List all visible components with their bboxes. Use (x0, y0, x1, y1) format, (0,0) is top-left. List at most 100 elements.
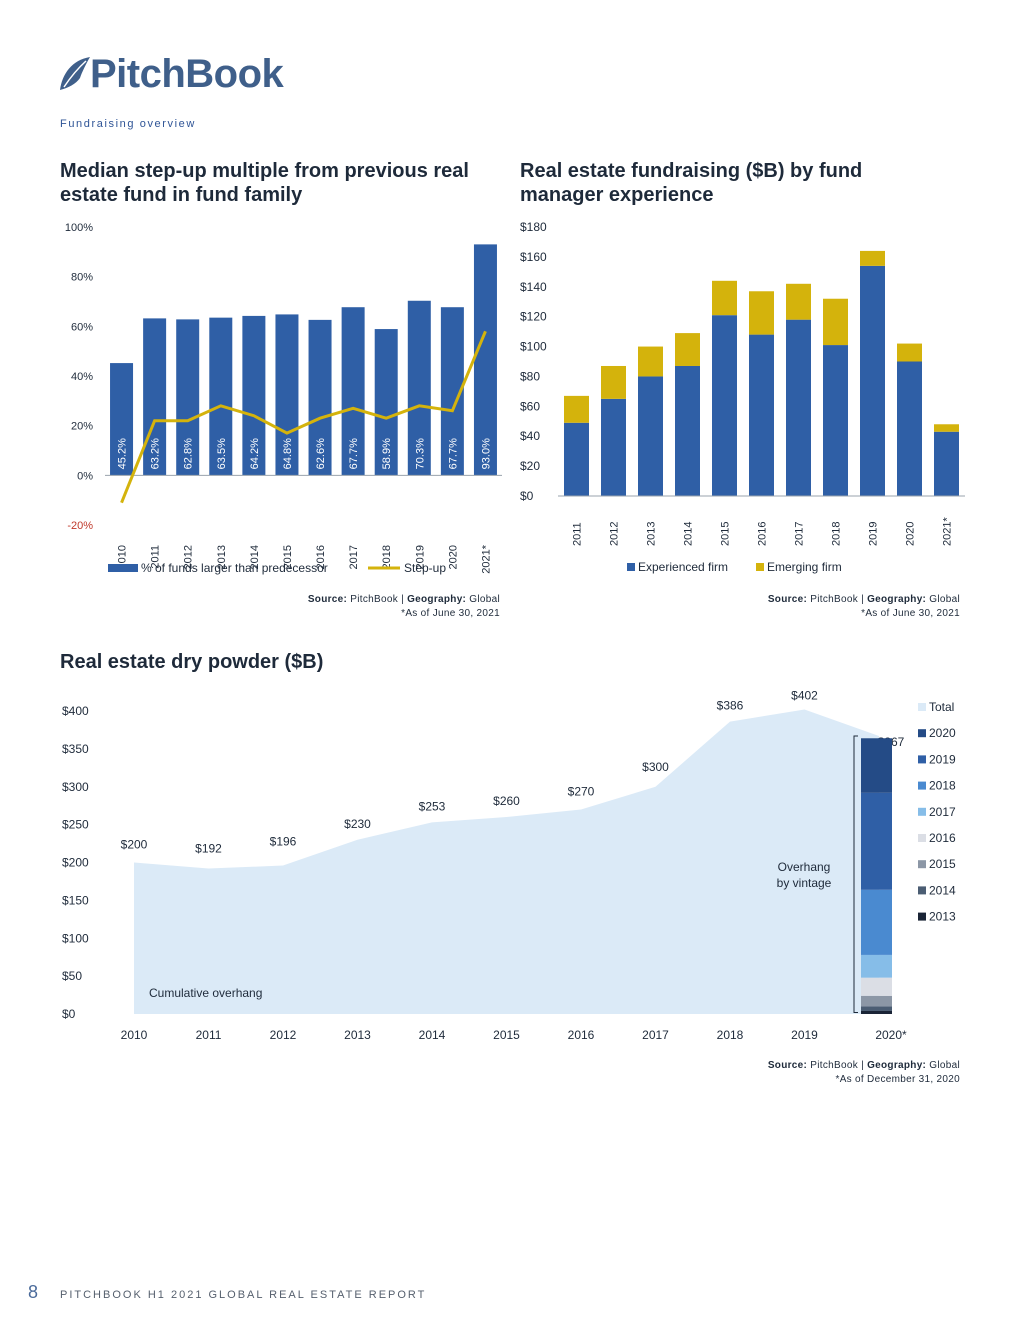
bar-experienced (823, 345, 848, 496)
x-tick-label: 2017 (348, 545, 360, 569)
bar-emerging (675, 333, 700, 366)
x-tick-label: 2015 (493, 1028, 520, 1042)
area-value-label: $230 (344, 817, 371, 831)
x-tick-label: 2020 (905, 522, 917, 546)
bar (275, 314, 299, 476)
y-tick-label: $80 (520, 369, 540, 383)
report-title: PITCHBOOK H1 2021 GLOBAL REAL ESTATE REP… (60, 1289, 427, 1301)
legend-label: Experienced firm (638, 560, 728, 574)
legend-label: % of funds larger than predecessor (141, 561, 328, 575)
overhang-annotation: by vintage (777, 876, 832, 890)
x-tick-label: 2012 (270, 1028, 297, 1042)
bar-experienced (638, 376, 663, 496)
bar-emerging (564, 395, 589, 423)
bar-value-label: 58.9% (381, 438, 393, 469)
legend-swatch (918, 781, 926, 790)
bar-value-label: 64.2% (249, 438, 261, 469)
bar (242, 315, 266, 476)
legend-label: 2018 (929, 779, 956, 793)
y-tick-label: 60% (71, 321, 93, 333)
x-tick-label: 2014 (249, 545, 261, 569)
brand-name: PitchBook (90, 52, 284, 96)
y-tick-label: $350 (62, 742, 89, 756)
chart2-title: Real estate fundraising ($B) by fund man… (520, 160, 863, 206)
x-tick-label: 2013 (646, 522, 658, 546)
area-value-label: $200 (121, 838, 148, 852)
legend-label: Emerging firm (767, 560, 842, 574)
bar-emerging (786, 283, 811, 320)
x-tick-label: 2015 (720, 522, 732, 546)
y-tick-label: $150 (62, 893, 89, 907)
x-tick-label: 2010 (117, 545, 129, 569)
y-tick-label: $0 (520, 489, 534, 503)
y-tick-label: $60 (520, 399, 540, 413)
bar-emerging (601, 365, 626, 399)
bar-experienced (601, 398, 626, 496)
legend-swatch-emerging (756, 563, 764, 571)
step-up-chart: 100% 80% 60% 40% 20% 0% -20% 45.2% 2010 63.2% 2011… (65, 222, 502, 575)
bar (176, 319, 200, 476)
chart3-title: Real estate dry powder ($B) (60, 651, 324, 673)
x-tick-label: 2014 (683, 522, 695, 546)
pitchbook-logo: PitchBook (56, 52, 316, 96)
area-value-label: $300 (642, 760, 669, 774)
area-value-label: $196 (270, 835, 297, 849)
bar-experienced (675, 365, 700, 496)
y-tick-label: -20% (67, 520, 93, 532)
y-tick-label: $20 (520, 459, 540, 473)
legend-label: 2013 (929, 910, 956, 924)
y-tick-label: $100 (62, 931, 89, 945)
y-tick-label: $40 (520, 429, 540, 443)
y-tick-label: $400 (62, 704, 89, 718)
bar-value-label: 64.8% (282, 438, 294, 469)
legend-swatch (918, 886, 926, 895)
area-value-label: $253 (419, 799, 446, 813)
bar-experienced (934, 431, 959, 496)
bar-value-label: 63.5% (216, 438, 228, 469)
y-tick-label: $160 (520, 250, 547, 264)
legend-label: Step-up (404, 561, 446, 575)
x-tick-label: 2014 (419, 1028, 446, 1042)
bar-value-label: 67.7% (447, 438, 459, 469)
bar-experienced (897, 361, 922, 496)
area-value-label: $386 (717, 699, 744, 713)
bar-experienced (712, 315, 737, 496)
x-tick-label: 2019 (414, 545, 426, 569)
bar-value-label: 70.3% (414, 438, 426, 469)
x-tick-label: 2011 (572, 522, 584, 546)
cumulative-annotation: Cumulative overhang (149, 986, 262, 1000)
y-tick-label: 100% (65, 222, 93, 234)
legend-label: Total (929, 700, 954, 714)
overhang-segment-2015 (861, 995, 892, 1007)
legend-swatch-experienced (627, 563, 635, 571)
x-tick-label: 2015 (282, 545, 294, 569)
legend-swatch (918, 834, 926, 842)
legend-label: 2019 (929, 752, 956, 766)
legend-label: 2017 (929, 805, 956, 819)
legend-swatch (918, 755, 926, 764)
chart1-title: Median step-up multiple from previous re… (60, 160, 469, 206)
y-tick-label: 40% (71, 371, 93, 383)
legend-swatch (918, 703, 926, 711)
bar-emerging (749, 291, 774, 335)
x-tick-label: 2018 (381, 545, 393, 569)
overhang-segment-2016 (861, 977, 892, 996)
chart1-source: Source: PitchBook | Geography: Global *A… (307, 594, 500, 619)
page-number: 8 (28, 1282, 39, 1302)
bar-experienced (786, 319, 811, 496)
x-tick-label: 2012 (609, 522, 621, 546)
bar-emerging (712, 280, 737, 316)
y-tick-label: $300 (62, 780, 89, 794)
bar-value-label: 67.7% (348, 438, 360, 469)
total-area (134, 709, 879, 1014)
x-tick-label: 2017 (794, 522, 806, 546)
legend-swatch (918, 807, 926, 816)
bar-emerging (823, 298, 848, 346)
overhang-bracket (853, 735, 858, 1013)
overhang-segment-2017 (861, 954, 892, 978)
x-tick-label: 2013 (216, 545, 228, 569)
bar-emerging (934, 424, 959, 432)
x-tick-label: 2011 (196, 1028, 222, 1042)
area-value-label: $260 (493, 794, 520, 808)
legend-label: 2016 (929, 831, 956, 845)
